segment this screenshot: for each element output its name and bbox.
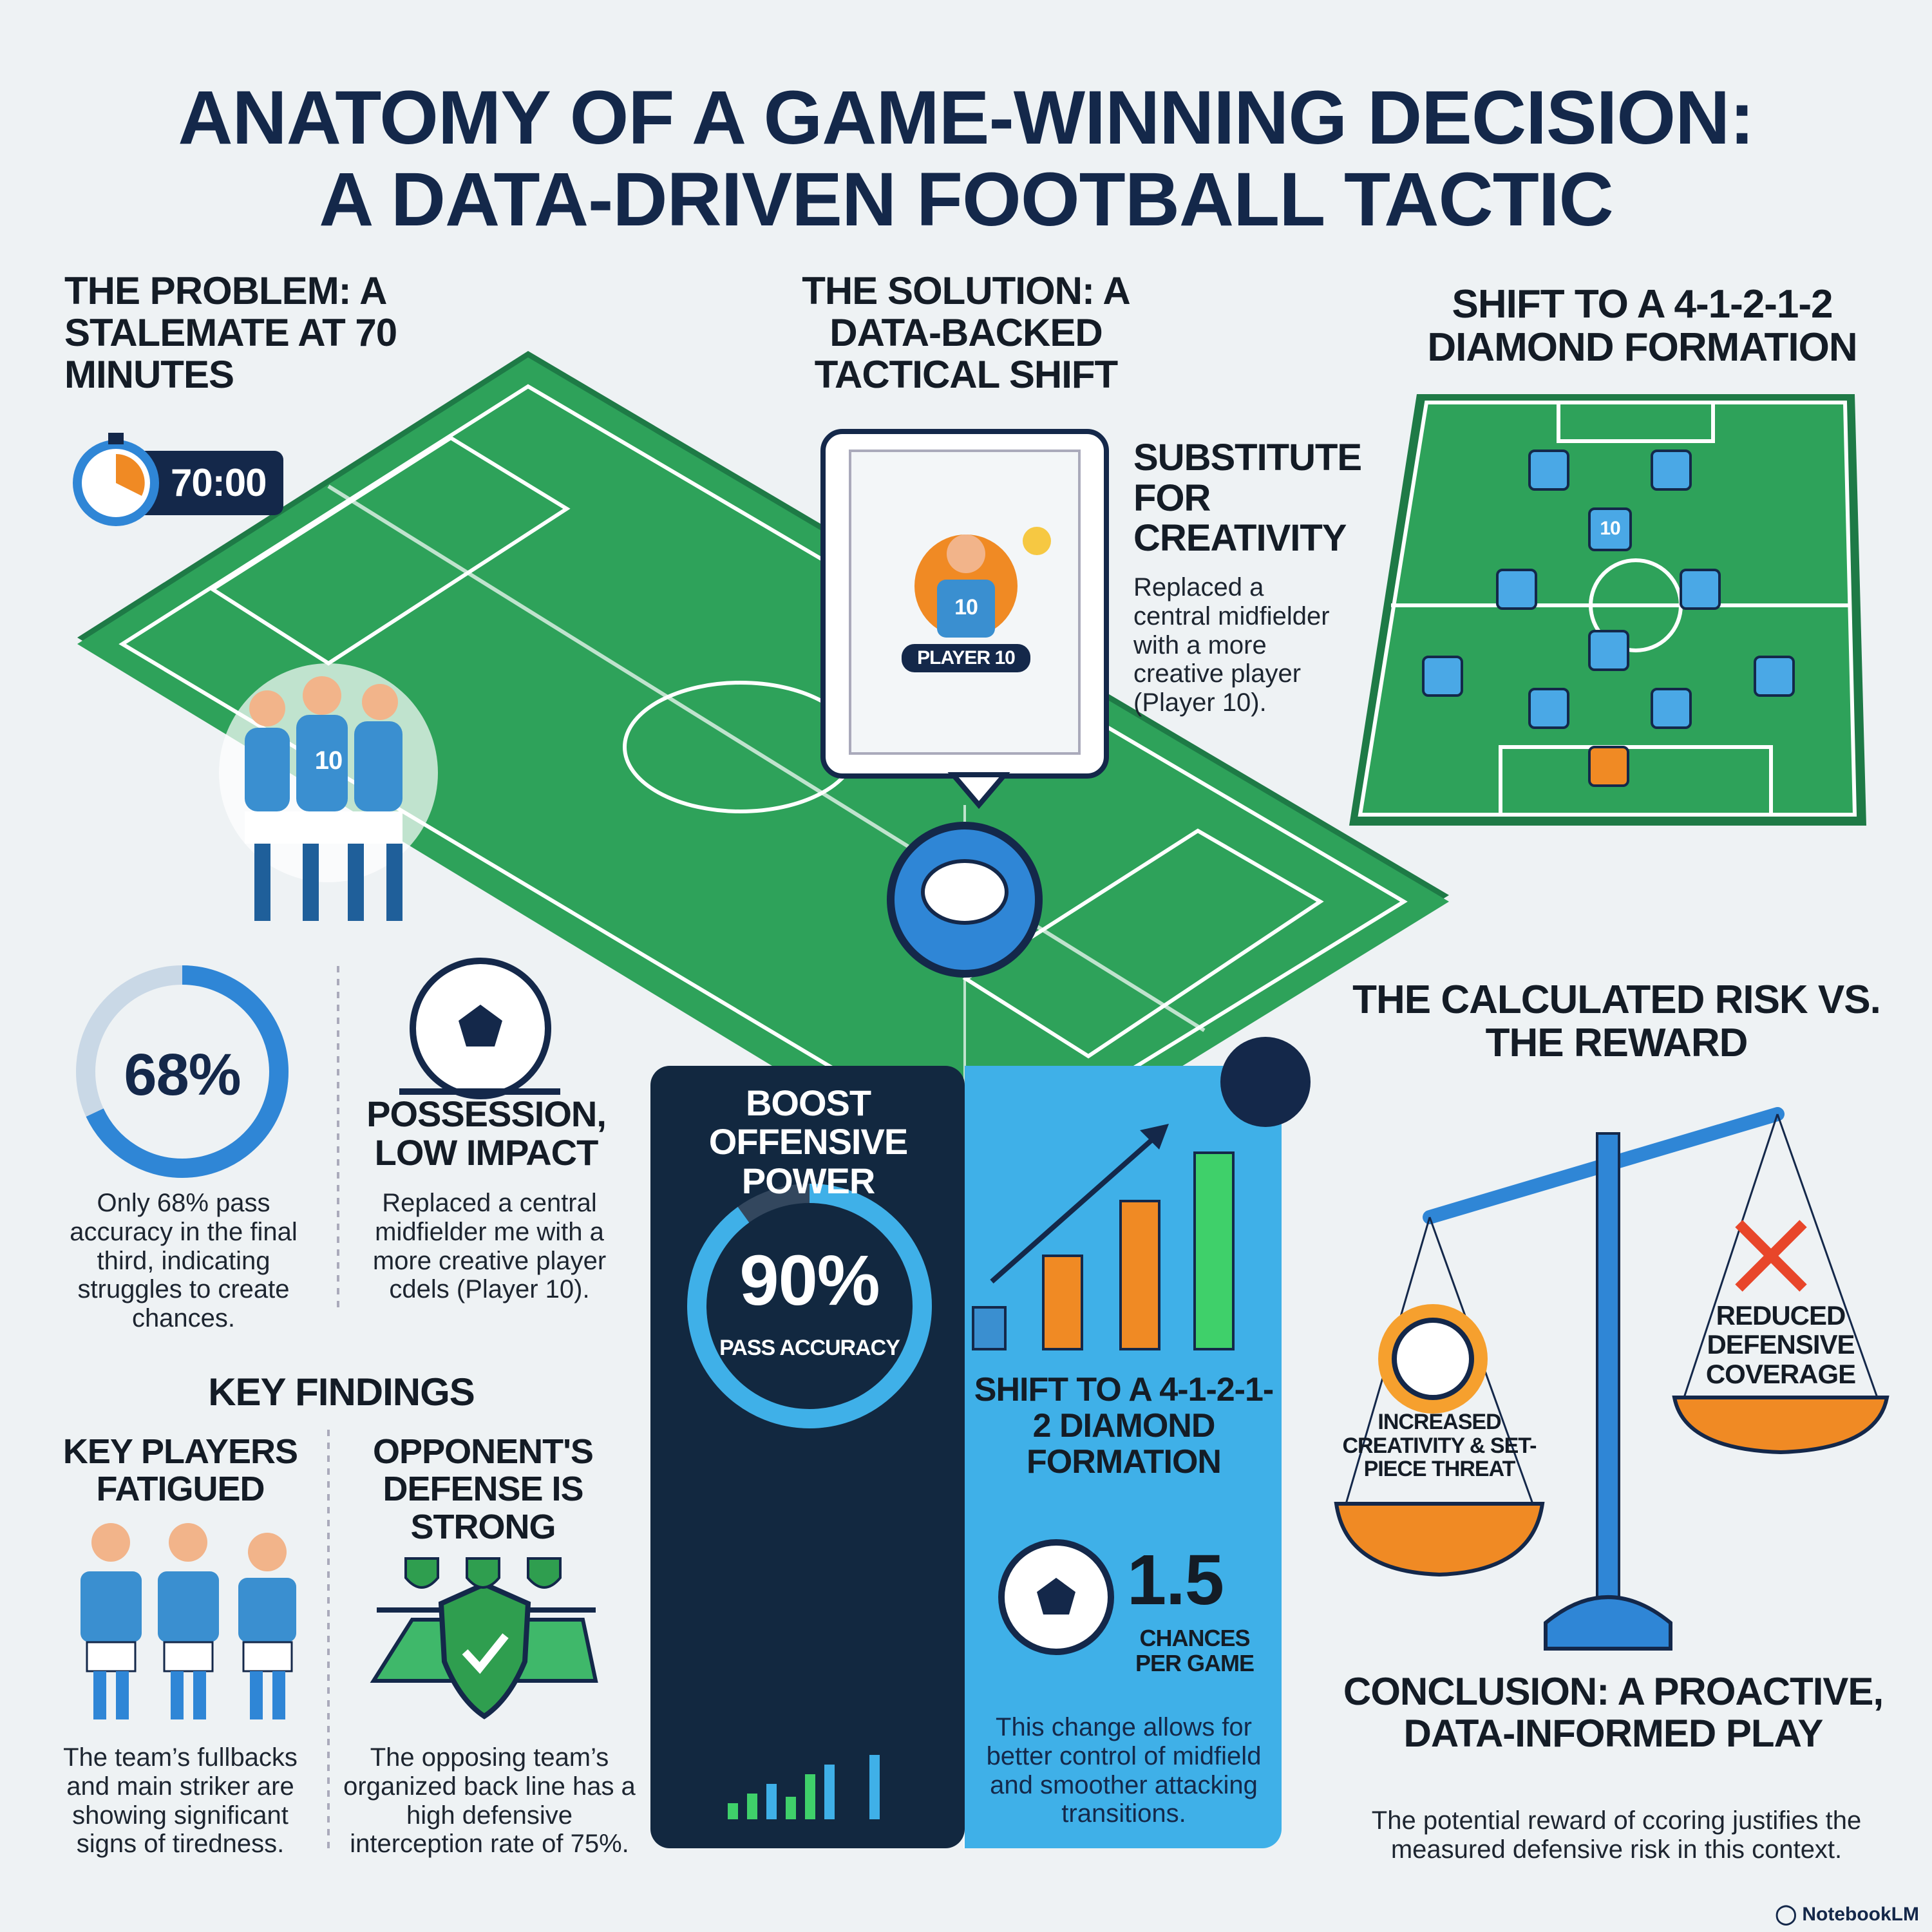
balance-scale-illustration xyxy=(1334,1107,1889,1651)
brand-name: NotebookLM xyxy=(1802,1904,1919,1925)
football-icon xyxy=(399,958,560,1099)
conclusion-text: The potential reward of ccoring justifie… xyxy=(1371,1806,1862,1864)
formation-jersey-number: 10 xyxy=(1600,518,1620,539)
mini-bars-icon xyxy=(728,1755,880,1819)
pass-accuracy-donut xyxy=(76,965,289,1178)
title-line-2: A DATA-DRIVEN FOOTBALL TACTIC xyxy=(319,157,1614,243)
rising-bar-chart-icon xyxy=(972,1124,1235,1350)
notebooklm-logo: ◯ NotebookLM xyxy=(1775,1904,1919,1925)
stopwatch-icon xyxy=(73,433,283,526)
team-huddle-illustration xyxy=(219,663,438,921)
boost-panel xyxy=(650,1066,965,1848)
pass-accuracy-value: 68% xyxy=(124,1042,241,1108)
possession-heading: POSSESSION, LOW IMPACT xyxy=(366,1094,607,1173)
left-pan-label: INCREASED CREATIVITY & SET-PIECE THREAT xyxy=(1342,1410,1537,1482)
timer-readout: 70:00 xyxy=(171,461,267,504)
shield-defense-illustration xyxy=(370,1557,598,1719)
key-findings-heading: KEY FINDINGS xyxy=(208,1370,475,1414)
player-jerseys xyxy=(1422,450,1795,787)
boost-label: PASS ACCURACY xyxy=(719,1336,900,1360)
card-jersey-number: 10 xyxy=(954,595,978,620)
shift-heading: SHIFT TO A 4-1-2-1-2 DIAMOND FORMATION xyxy=(974,1371,1274,1481)
conclusion-heading: CONCLUSION: A PROACTIVE, DATA-INFORMED P… xyxy=(1343,1670,1884,1755)
diamond-formation-pitch xyxy=(1349,394,1866,826)
tackle-icon xyxy=(1220,1037,1311,1127)
fatigued-players-illustration xyxy=(80,1523,296,1719)
defense-text: The opposing team’s organized back line … xyxy=(343,1743,636,1859)
chances-unit: CHANCES PER GAME xyxy=(1135,1625,1255,1676)
title-line-1: ANATOMY OF A GAME-WINNING DECISION: xyxy=(178,75,1754,160)
substitute-heading: SUBSTITUTE FOR CREATIVITY xyxy=(1133,437,1362,560)
solution-heading: THE SOLUTION: A DATA-BACKED TACTICAL SHI… xyxy=(802,269,1130,396)
defense-heading: OPPONENT'S DEFENSE IS STRONG xyxy=(373,1432,594,1546)
boost-value: 90% xyxy=(739,1241,880,1320)
pass-accuracy-text: Only 68% pass accuracy in the final thir… xyxy=(70,1189,298,1333)
boost-donut xyxy=(687,1184,932,1428)
brain-icon xyxy=(887,822,1043,978)
problem-heading: THE PROBLEM: A STALEMATE AT 70 MINUTES xyxy=(64,269,397,396)
formation-heading: SHIFT TO A 4-1-2-1-2 DIAMOND FORMATION xyxy=(1427,282,1857,370)
possession-text: Replaced a central midfielder me with a … xyxy=(372,1189,607,1304)
football-icon xyxy=(998,1539,1114,1655)
huddle-jersey-number: 10 xyxy=(314,746,343,775)
substitute-text: Replaced a central midfielder with a mor… xyxy=(1133,573,1330,717)
fatigue-heading: KEY PLAYERS FATIGUED xyxy=(62,1432,298,1509)
player-10-callout-card xyxy=(820,429,1109,810)
boost-heading: BOOST OFFENSIVE POWER xyxy=(708,1083,908,1201)
fatigue-text: The team’s fullbacks and main striker ar… xyxy=(63,1743,298,1859)
risk-heading: THE CALCULATED RISK VS. THE REWARD xyxy=(1352,978,1881,1065)
player-10-label: PLAYER 10 xyxy=(902,644,1030,673)
right-pan-label: REDUCED DEFENSIVE COVERAGE xyxy=(1705,1300,1856,1389)
page-title: ANATOMY OF A GAME-WINNING DECISION: A DA… xyxy=(0,77,1932,242)
shift-text: This change allows for better control of… xyxy=(986,1713,1262,1828)
chances-value: 1.5 xyxy=(1127,1540,1224,1620)
isometric-pitch xyxy=(77,351,1449,1191)
